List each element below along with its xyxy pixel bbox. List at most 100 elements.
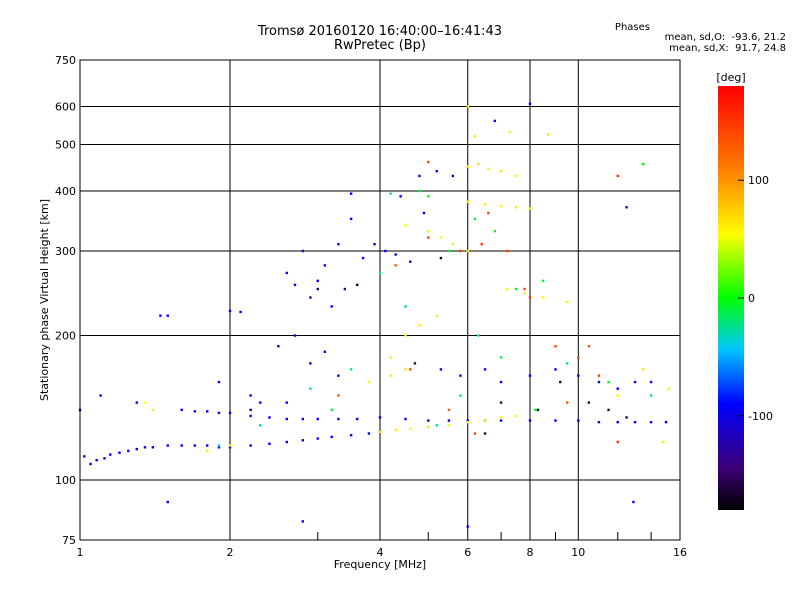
data-point [565, 362, 569, 365]
data-point [534, 408, 537, 412]
data-point [554, 368, 557, 371]
data-point [394, 429, 397, 432]
data-point [249, 394, 252, 397]
data-point [633, 420, 637, 424]
x-tick-label: 4 [377, 546, 384, 559]
y-tick-label: 300 [55, 245, 76, 258]
data-point [285, 401, 288, 404]
data-point [427, 160, 430, 164]
data-point [649, 380, 653, 384]
data-point [493, 119, 497, 123]
data-point [349, 433, 353, 437]
data-point [228, 444, 232, 447]
data-point [268, 442, 271, 445]
data-point [205, 444, 209, 447]
data-point [499, 356, 503, 359]
data-point [228, 411, 232, 415]
data-point [661, 440, 665, 444]
data-point [249, 408, 252, 412]
data-point [483, 432, 487, 435]
data-point [597, 420, 601, 424]
data-point [649, 394, 653, 397]
data-point [505, 249, 509, 253]
data-point [330, 305, 333, 308]
data-point [451, 242, 455, 246]
data-point [435, 169, 438, 173]
data-point [597, 374, 601, 377]
data-point [523, 287, 526, 291]
data-point [499, 419, 503, 422]
x-tick-label: 10 [571, 546, 585, 559]
data-point [205, 410, 209, 413]
data-point [459, 249, 462, 253]
data-point [587, 345, 591, 348]
y-tick-label: 500 [55, 139, 76, 152]
data-point [466, 420, 469, 424]
y-tick-label: 200 [55, 330, 76, 343]
data-point [466, 249, 469, 253]
data-point [285, 440, 288, 444]
y-tick-label: 600 [55, 101, 76, 114]
data-point [422, 211, 426, 215]
data-point [316, 437, 319, 440]
data-point [616, 440, 619, 444]
data-point [427, 419, 430, 422]
data-point [217, 380, 221, 384]
data-point [447, 249, 451, 253]
data-point [399, 195, 402, 198]
data-point [95, 458, 98, 462]
data-point [565, 401, 569, 404]
data-point [259, 424, 262, 427]
data-point [193, 410, 197, 413]
data-point [483, 203, 487, 206]
data-point [435, 314, 438, 317]
data-point [193, 444, 197, 447]
data-point [439, 236, 443, 239]
data-point [367, 380, 371, 384]
data-point [301, 439, 305, 442]
data-point [166, 444, 169, 447]
stats-o-mode: mean, sd,O: -93.6, 21.2 [664, 32, 786, 43]
data-point [268, 416, 271, 419]
data-point [367, 432, 371, 435]
data-point [473, 135, 477, 138]
data-point [418, 189, 421, 193]
x-tick-label: 6 [464, 546, 471, 559]
data-point [205, 449, 209, 453]
data-point [499, 401, 503, 404]
data-point [259, 401, 262, 404]
data-point [316, 287, 319, 291]
y-tick-label: 400 [55, 185, 76, 198]
data-point [217, 446, 221, 449]
data-point [404, 368, 407, 371]
data-point [667, 387, 671, 390]
data-point [642, 162, 645, 166]
data-point [528, 374, 532, 377]
x-tick-label: 8 [527, 546, 534, 559]
title-line-1: Tromsø 20160120 16:40:00–16:41:43 [257, 24, 503, 39]
data-point [389, 374, 392, 377]
data-point [447, 419, 451, 422]
data-point [577, 374, 580, 377]
data-point [349, 192, 353, 195]
data-point [616, 394, 619, 397]
data-point [384, 249, 387, 253]
data-point [466, 105, 469, 108]
data-point [389, 192, 392, 195]
data-point [301, 417, 305, 421]
data-point [343, 287, 347, 291]
data-point [151, 446, 155, 449]
data-point [349, 368, 353, 371]
data-point [316, 417, 319, 421]
data-point [166, 314, 169, 317]
colorbar-tick-label: 100 [748, 174, 769, 187]
data-point [301, 249, 305, 253]
data-point [439, 368, 443, 371]
plot-frame [79, 59, 681, 541]
data-point [228, 446, 232, 449]
data-point [565, 300, 569, 304]
data-point [394, 253, 397, 256]
data-point [409, 260, 412, 263]
data-point [597, 380, 601, 384]
